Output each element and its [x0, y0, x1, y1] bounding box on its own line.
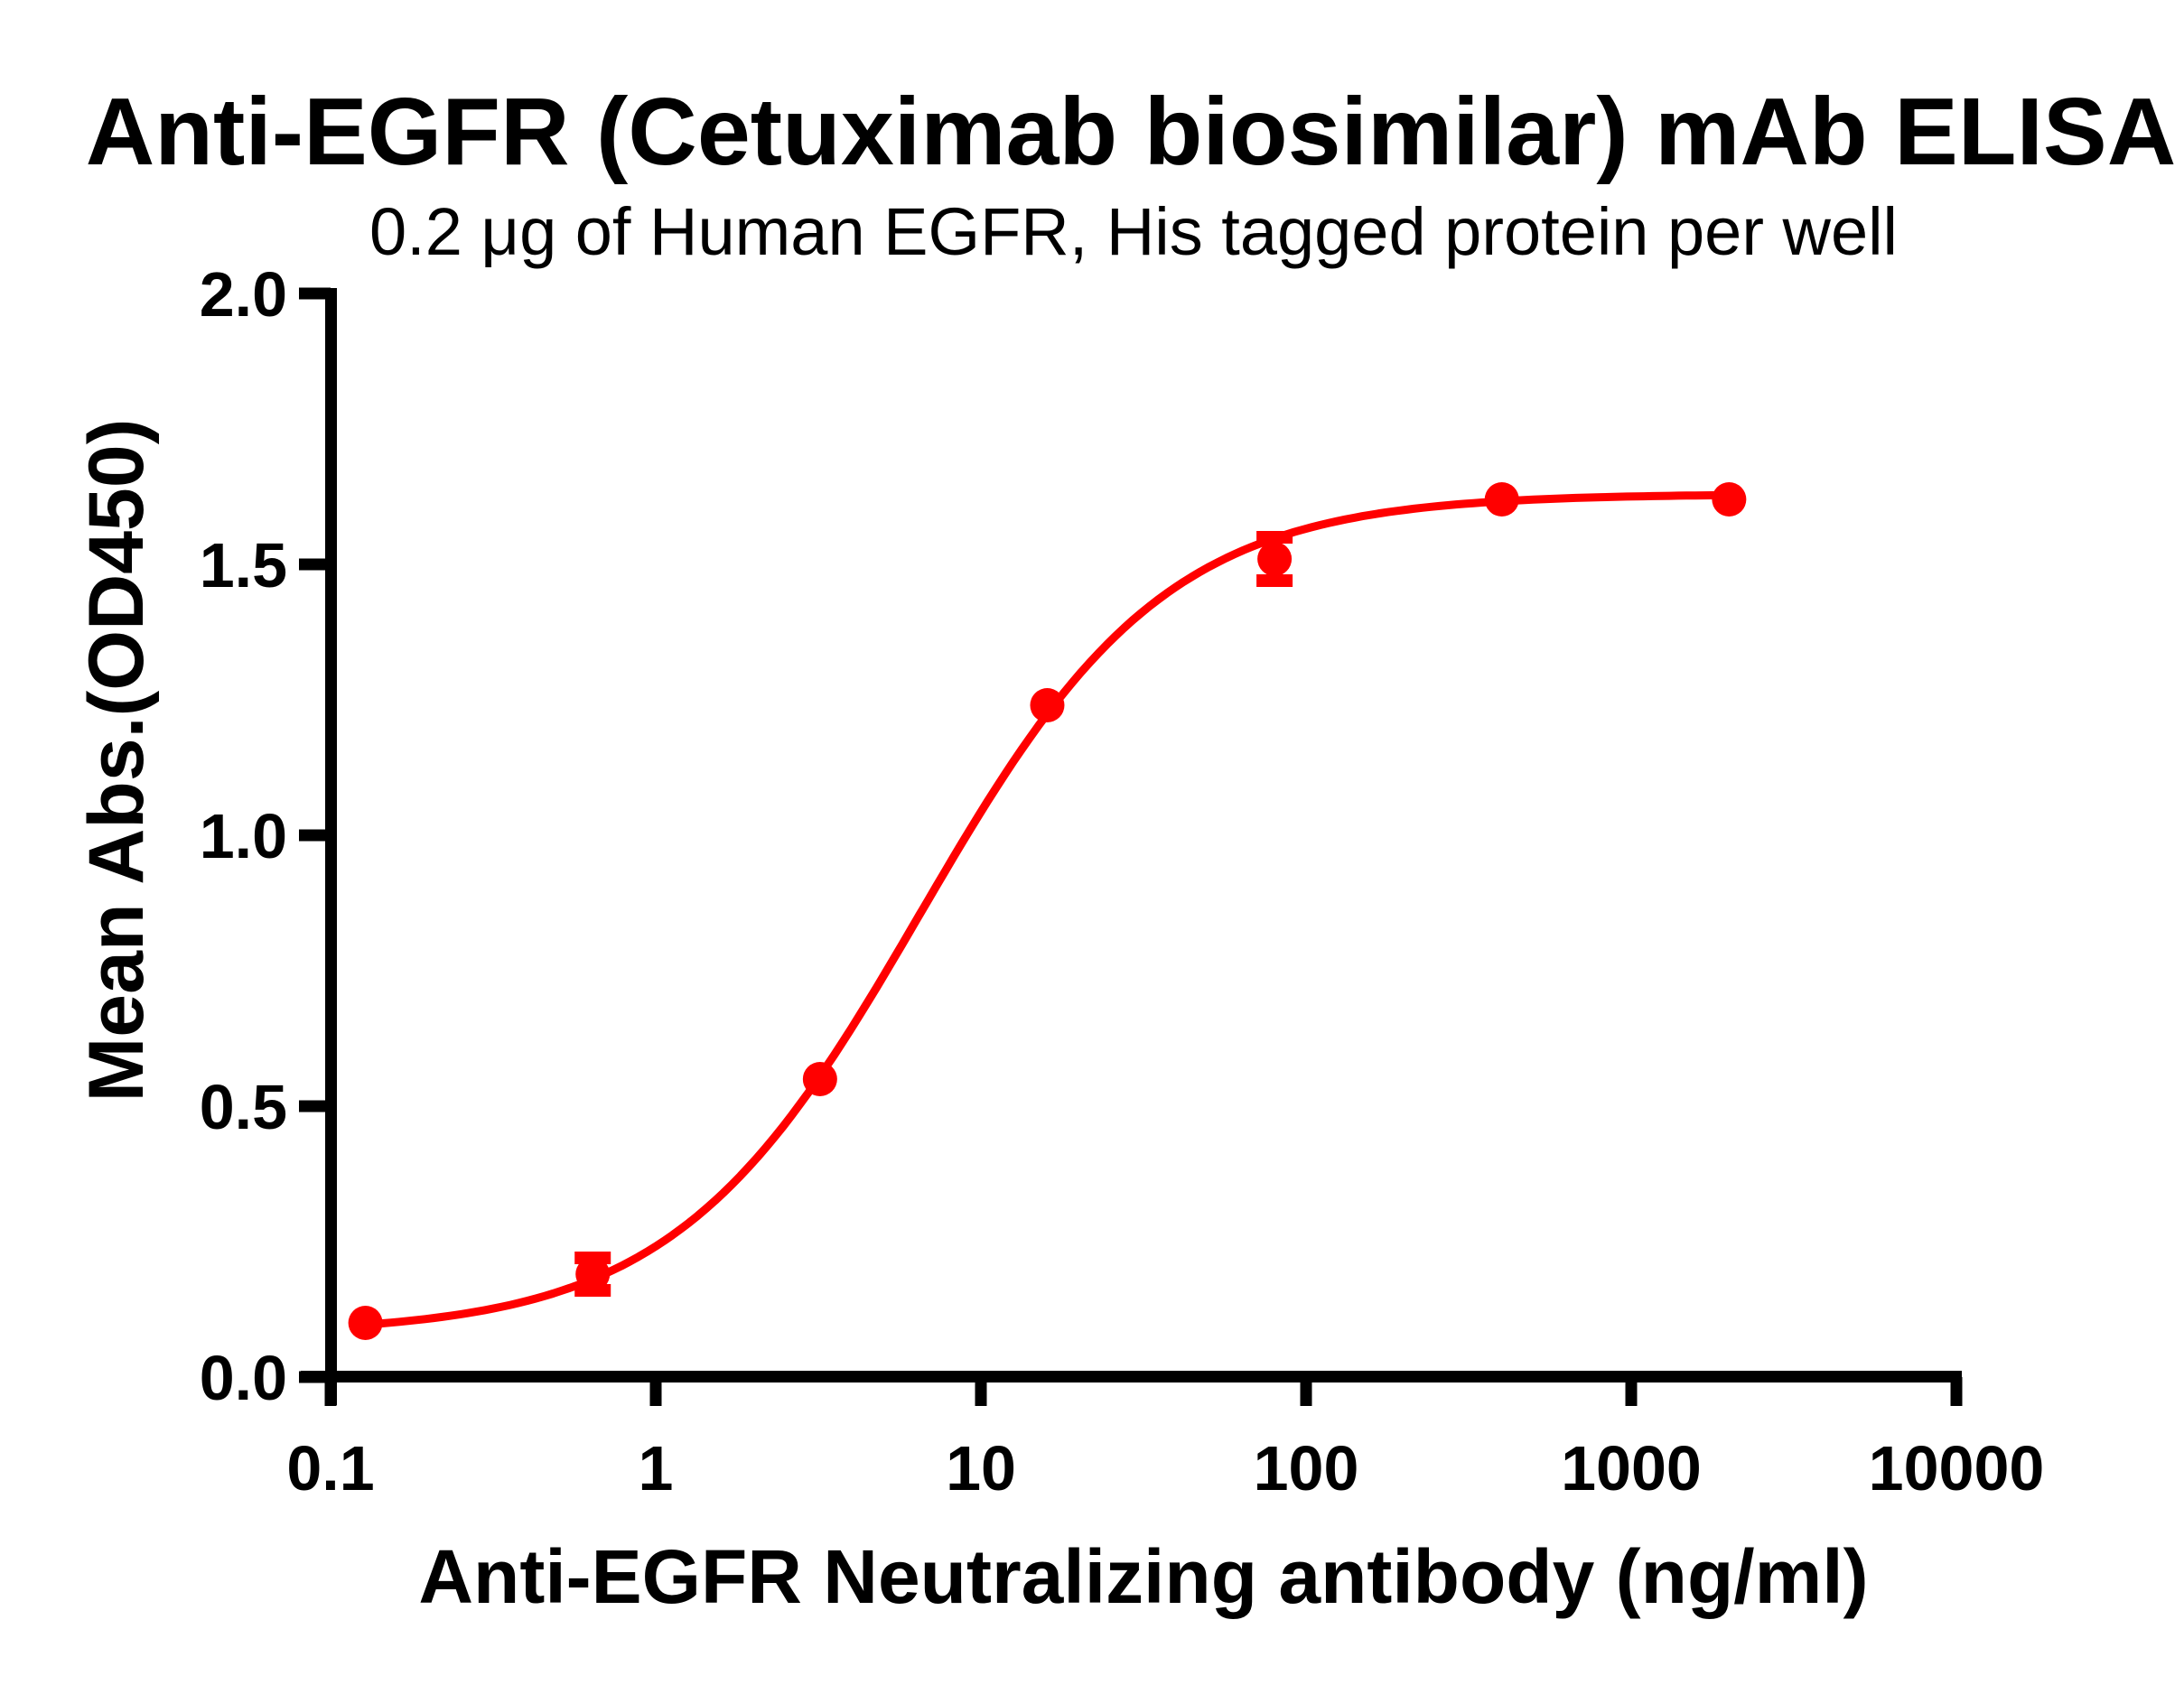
x-tick-label: 10 [946, 1433, 1016, 1503]
data-point-marker [1030, 688, 1065, 722]
y-axis-label: Mean Abs.(OD450) [73, 419, 160, 1103]
y-tick-label: 2.0 [200, 259, 287, 330]
fit-curve [361, 490, 1733, 1329]
data-points [348, 482, 1747, 1340]
x-tick-label: 1000 [1561, 1433, 1702, 1503]
data-point-marker [1257, 542, 1293, 576]
x-tick-label: 100 [1254, 1433, 1359, 1503]
x-tick-labels: 0.1 1 10 100 1000 10000 [286, 1433, 2044, 1503]
data-point-marker [575, 1257, 611, 1291]
fit-curve-path [361, 490, 1733, 1329]
error-bar-cap-bottom [1256, 574, 1293, 587]
x-tick-label: 1 [639, 1433, 674, 1503]
chart-title: Anti-EGFR (Cetuximab biosimilar) mAb ELI… [86, 79, 2177, 185]
y-tick-label: 0.5 [200, 1072, 287, 1142]
data-point-marker [348, 1306, 383, 1340]
y-tick-label: 1.0 [200, 801, 287, 871]
x-tick-label: 0.1 [286, 1433, 374, 1503]
x-tick-label: 10000 [1869, 1433, 2045, 1503]
data-point-marker [1712, 482, 1747, 517]
y-tick-label: 1.5 [200, 530, 287, 600]
axes [299, 287, 1963, 1406]
data-point-marker [802, 1062, 837, 1096]
error-bars [574, 531, 1293, 1297]
x-axis-label: Anti-EGFR Neutralizing antibody (ng/ml) [418, 1534, 1868, 1619]
data-point-marker [1484, 482, 1519, 517]
chart-subtitle: 0.2 μg of Human EGFR, His tagged protein… [369, 194, 1898, 269]
error-bar-cap-top [1256, 531, 1293, 544]
y-tick-label: 0.0 [200, 1343, 287, 1413]
y-tick-labels: 0.0 0.5 1.0 1.5 2.0 [200, 259, 287, 1413]
